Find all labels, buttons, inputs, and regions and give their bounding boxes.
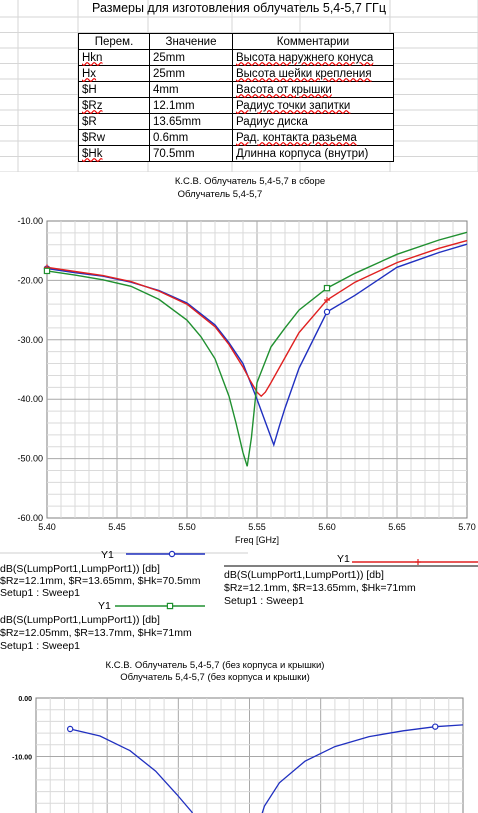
legend-entry1-line3: Setup1 : Sweep1: [0, 587, 80, 599]
y-tick-label: -60.00: [17, 513, 43, 523]
s11-chart-assembled: -10.00 -20.00 -30.00 -40.00 -50.00 -60.005.40…: [17, 216, 476, 545]
param-name: $Rw: [78, 129, 150, 146]
series-line: [46, 231, 468, 467]
legend-entry3-axis: Y1: [98, 600, 111, 612]
data-point: [323, 284, 331, 292]
param-value: 0.6mm: [149, 129, 233, 146]
legend-entry2-line1: dB(S(LumpPort1,LumpPort1)) [db]: [224, 569, 384, 581]
data-point: [432, 723, 439, 730]
chart1-legend: [0, 550, 478, 610]
x-tick-label: 5.60: [318, 522, 336, 532]
param-comment: Длинна корпуса (внутри): [232, 145, 394, 162]
data-point: [166, 602, 174, 610]
y-tick-label: -30.00: [17, 335, 43, 345]
legend-entry2-axis: Y1: [337, 553, 350, 565]
chart1-subtitle: Облучатель 5,4-5,7: [177, 189, 263, 200]
y-tick-label: 0.00: [18, 696, 32, 703]
table-row: $Hk 70.5mm Длинна корпуса (внутри): [78, 145, 394, 162]
data-point: [43, 267, 51, 275]
x-tick-label: 5.50: [178, 522, 196, 532]
parameters-table: Перем. Значение Комментарии Hkn 25mm Выс…: [78, 33, 394, 162]
legend-entry3-line1: dB(S(LumpPort1,LumpPort1)) [db]: [0, 614, 160, 626]
x-tick-label: 5.65: [388, 522, 406, 532]
x-tick-label: 5.45: [108, 522, 126, 532]
chart2-subtitle: Облучатель 5,4-5,7 (без корпуса и крышки…: [120, 672, 310, 683]
chart1-title: К.С.В. Облучатель 5,4-5,7 в сборе: [174, 176, 326, 187]
legend-entry3-line2: $Rz=12.05mm, $R=13.7mm, $Hk=71mm: [0, 627, 192, 639]
legend-entry2-line2: $Rz=12.1mm, $R=13.65mm, $Hk=71mm: [224, 582, 416, 594]
x-tick-label: 5.70: [458, 522, 476, 532]
y-tick-label: -10.00: [12, 755, 32, 762]
data-point: [66, 725, 74, 733]
param-name: $Rz: [78, 97, 150, 114]
table-row: $Rz 12.1mm Радиус точки запитки: [78, 97, 394, 114]
table-row: Hx 25mm Высота шейки крепления: [78, 65, 394, 82]
y-tick-label: -10.00: [17, 216, 43, 226]
y-tick-label: -50.00: [17, 454, 43, 464]
chart2-title: К.С.В. Облучатель 5,4-5,7 (без корпуса и…: [105, 660, 325, 671]
data-point: [168, 550, 176, 558]
data-point: [323, 308, 331, 316]
series-line: [70, 724, 464, 813]
table-row: $Rw 0.6mm Рад. контакта разьема: [78, 129, 394, 146]
sheet-title: Размеры для изготовления облучатель 5,4-…: [92, 1, 386, 15]
legend-entry1-line2: $Rz=12.1mm, $R=13.65mm, $Hk=70.5mm: [0, 575, 201, 587]
series-line: [46, 239, 468, 398]
legend-entry3-line3: Setup1 : Sweep1: [0, 640, 80, 652]
param-comment: Рад. контакта разьема: [232, 129, 394, 146]
table-row: $R 13.65mm Радиус диска: [78, 113, 394, 130]
param-name: $R: [78, 113, 150, 130]
param-name: Hkn: [78, 49, 150, 66]
legend-entry1-line1: dB(S(LumpPort1,LumpPort1)) [db]: [0, 563, 160, 575]
x-tick-label: 5.40: [38, 522, 56, 532]
legend-entry1-axis: Y1: [101, 549, 114, 561]
param-comment: Радиус диска: [232, 113, 394, 130]
x-axis-label: Freq [GHz]: [235, 535, 279, 545]
param-value: 70.5mm: [149, 145, 233, 162]
y-tick-label: -20.00: [17, 275, 43, 285]
x-tick-label: 5.55: [248, 522, 266, 532]
y-tick-label: -40.00: [17, 394, 43, 404]
legend-entry2-line3: Setup1 : Sweep1: [224, 595, 304, 607]
